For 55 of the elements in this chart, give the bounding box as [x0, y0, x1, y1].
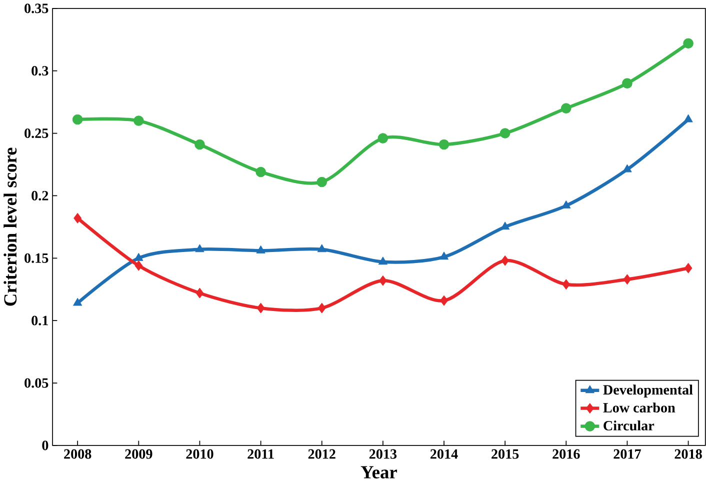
point	[134, 260, 143, 271]
point	[438, 139, 450, 150]
point	[440, 295, 448, 306]
point	[256, 302, 265, 314]
point	[317, 244, 326, 252]
y-tick-label: 0	[42, 440, 48, 450]
y-tick-label: 0.3	[32, 66, 48, 76]
point	[562, 279, 570, 290]
x-tick-label: 2010	[186, 449, 214, 459]
point	[500, 128, 510, 138]
y-tick-label: 0.25	[24, 128, 48, 138]
point	[318, 302, 326, 314]
x-tick-label: 2008	[64, 449, 92, 459]
point	[73, 298, 82, 306]
y-tick-label: 0.2	[32, 190, 48, 200]
point	[256, 245, 266, 254]
x-tick-label: 2016	[552, 449, 580, 459]
point	[72, 114, 83, 125]
x-tick-label: 2011	[248, 449, 274, 459]
y-tick-label: 0.35	[24, 4, 48, 14]
point	[195, 244, 204, 252]
x-tick-label: 2014	[430, 449, 458, 459]
legend-label: Circular	[604, 420, 654, 430]
point	[560, 103, 572, 114]
legend-label: Developmental	[603, 384, 693, 398]
point	[684, 114, 693, 122]
x-tick-label: 2018	[674, 449, 702, 459]
point	[440, 252, 448, 260]
point	[256, 166, 266, 178]
point	[316, 176, 328, 188]
point	[74, 212, 82, 224]
point	[501, 255, 510, 266]
x-tick-label: 2017	[614, 449, 641, 459]
y-tick-label: 0.05	[24, 378, 48, 388]
point	[378, 133, 388, 144]
point	[134, 252, 144, 261]
x-tick-label: 2015	[492, 449, 519, 459]
point	[379, 275, 387, 286]
point	[622, 164, 632, 172]
point	[684, 262, 692, 274]
y-tick-label: 0.15	[24, 253, 48, 263]
x-tick-label: 2013	[369, 449, 397, 459]
point	[378, 256, 388, 265]
point	[134, 116, 144, 126]
legend-label: Low carbon	[603, 402, 676, 412]
point	[623, 274, 632, 284]
point	[196, 288, 204, 298]
x-tick-label: 2012	[308, 449, 336, 459]
point	[622, 78, 632, 88]
point	[194, 139, 205, 150]
point	[683, 38, 694, 48]
y-tick-label: 0.1	[32, 316, 48, 326]
y-axis-title: Criterion level score	[4, 148, 17, 306]
x-tick-label: 2009	[125, 449, 152, 459]
x-axis-title: Year	[360, 466, 398, 478]
